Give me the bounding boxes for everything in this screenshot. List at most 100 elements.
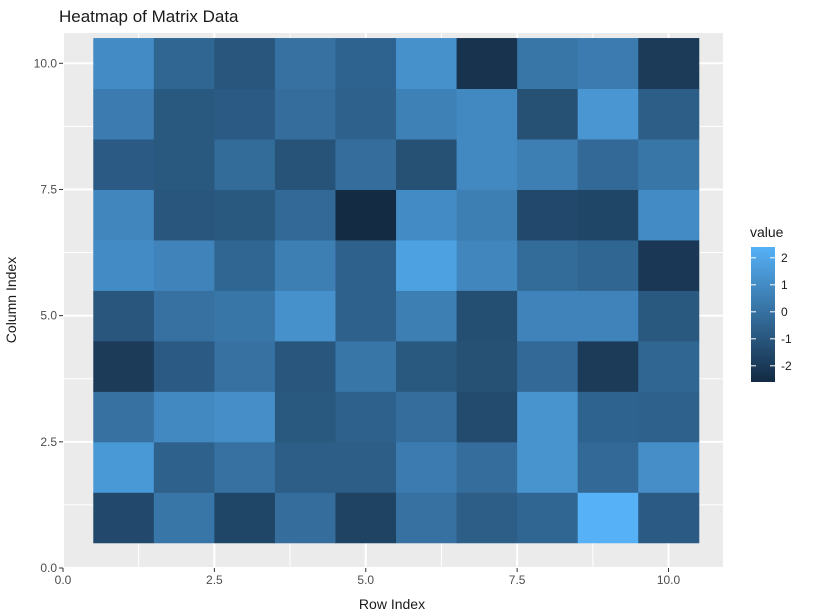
legend-colorbar (751, 247, 775, 382)
heatmap-cell (577, 290, 639, 342)
chart-title: Heatmap of Matrix Data (59, 7, 239, 26)
heatmap-cell (274, 38, 336, 90)
heatmap-cell (396, 38, 458, 90)
legend: value 2 1 0 -1 -2 (750, 224, 792, 382)
legend-ticks: 2 1 0 -1 -2 (751, 251, 792, 373)
y-tick-label: 7.5 (40, 182, 57, 196)
y-tick-label: 0.0 (40, 561, 57, 575)
heatmap-cell (517, 340, 579, 392)
heatmap-cell (577, 441, 639, 493)
heatmap-cell (577, 391, 639, 443)
heatmap-cell (214, 290, 276, 342)
x-tick-label: 5.0 (357, 573, 374, 587)
heatmap-cell (577, 88, 639, 140)
heatmap-cell (214, 441, 276, 493)
heatmap-cell (274, 138, 336, 190)
heatmap-cell (456, 340, 518, 392)
heatmap-cell (638, 340, 700, 392)
y-axis: 0.0 2.5 5.0 7.5 10.0 (34, 56, 63, 575)
x-tick-label: 0.0 (55, 573, 72, 587)
heatmap-cell (335, 290, 397, 342)
heatmap-cell (93, 290, 155, 342)
legend-tick-label: 0 (781, 305, 788, 319)
heatmap-cell (93, 138, 155, 190)
heatmap-cell (396, 492, 458, 544)
legend-tick-label: -1 (781, 332, 792, 346)
heatmap-cell (335, 492, 397, 544)
y-tick-label: 2.5 (40, 435, 57, 449)
heatmap-cell (335, 391, 397, 443)
heatmap-cell (335, 88, 397, 140)
heatmap-cell (153, 391, 215, 443)
heatmap-cell (577, 239, 639, 291)
heatmap-cell (577, 340, 639, 392)
heatmap-cell (93, 88, 155, 140)
legend-tick-label: 2 (781, 251, 788, 265)
heatmap-cell (153, 492, 215, 544)
heatmap-cell (93, 38, 155, 90)
heatmap-cell (517, 189, 579, 241)
heatmap-cell (153, 38, 215, 90)
heatmap-cell (638, 391, 700, 443)
heatmap-cell (214, 391, 276, 443)
y-tick-label: 10.0 (34, 56, 58, 70)
heatmap-cell (517, 88, 579, 140)
heatmap-cell (93, 340, 155, 392)
heatmap-cell (638, 88, 700, 140)
heatmap-cell (335, 138, 397, 190)
heatmap-cell (517, 290, 579, 342)
heatmap-cell (396, 189, 458, 241)
legend-title: value (750, 224, 784, 240)
heatmap-cell (274, 492, 336, 544)
heatmap-cell (153, 441, 215, 493)
heatmap-cell (335, 441, 397, 493)
y-tick-label: 5.0 (40, 309, 57, 323)
heatmap-cell (214, 38, 276, 90)
heatmap-cell (638, 189, 700, 241)
heatmap-cell (396, 290, 458, 342)
heatmap-cell (214, 492, 276, 544)
heatmap-cell (153, 340, 215, 392)
x-axis: 0.0 2.5 5.0 7.5 10.0 (55, 568, 681, 587)
y-axis-title: Column Index (3, 257, 19, 343)
heatmap-cell (456, 239, 518, 291)
heatmap-cell (396, 340, 458, 392)
heatmap-cell (93, 492, 155, 544)
heatmap-cell (638, 38, 700, 90)
heatmap-cell (456, 88, 518, 140)
heatmap-cell (396, 391, 458, 443)
heatmap-cell (517, 492, 579, 544)
heatmap-cell (93, 391, 155, 443)
heatmap-cell (214, 239, 276, 291)
heatmap-cell (396, 441, 458, 493)
heatmap-cell (274, 441, 336, 493)
legend-tick-label: -2 (781, 359, 792, 373)
heatmap-cell (274, 290, 336, 342)
heatmap-cell (456, 290, 518, 342)
heatmap-cell (335, 38, 397, 90)
heatmap-cell (214, 88, 276, 140)
heatmap-cell (638, 239, 700, 291)
heatmap-cell (274, 391, 336, 443)
heatmap-cell (274, 88, 336, 140)
x-tick-label: 10.0 (657, 573, 681, 587)
heatmap-cell (153, 138, 215, 190)
heatmap-cell (577, 492, 639, 544)
heatmap-cell (517, 441, 579, 493)
x-tick-label: 7.5 (509, 573, 526, 587)
heatmap-cell (577, 38, 639, 90)
heatmap-cell (517, 38, 579, 90)
heatmap-cell (93, 441, 155, 493)
heatmap-cell (456, 138, 518, 190)
heatmap-cell (638, 290, 700, 342)
heatmap-cell (396, 88, 458, 140)
heatmap-cell (456, 492, 518, 544)
heatmap-cell (517, 391, 579, 443)
heatmap-cell (577, 138, 639, 190)
legend-tick-label: 1 (781, 278, 788, 292)
heatmap-cell (274, 189, 336, 241)
heatmap-cell (638, 492, 700, 544)
heatmap-cell (456, 391, 518, 443)
heatmap-cell (214, 189, 276, 241)
